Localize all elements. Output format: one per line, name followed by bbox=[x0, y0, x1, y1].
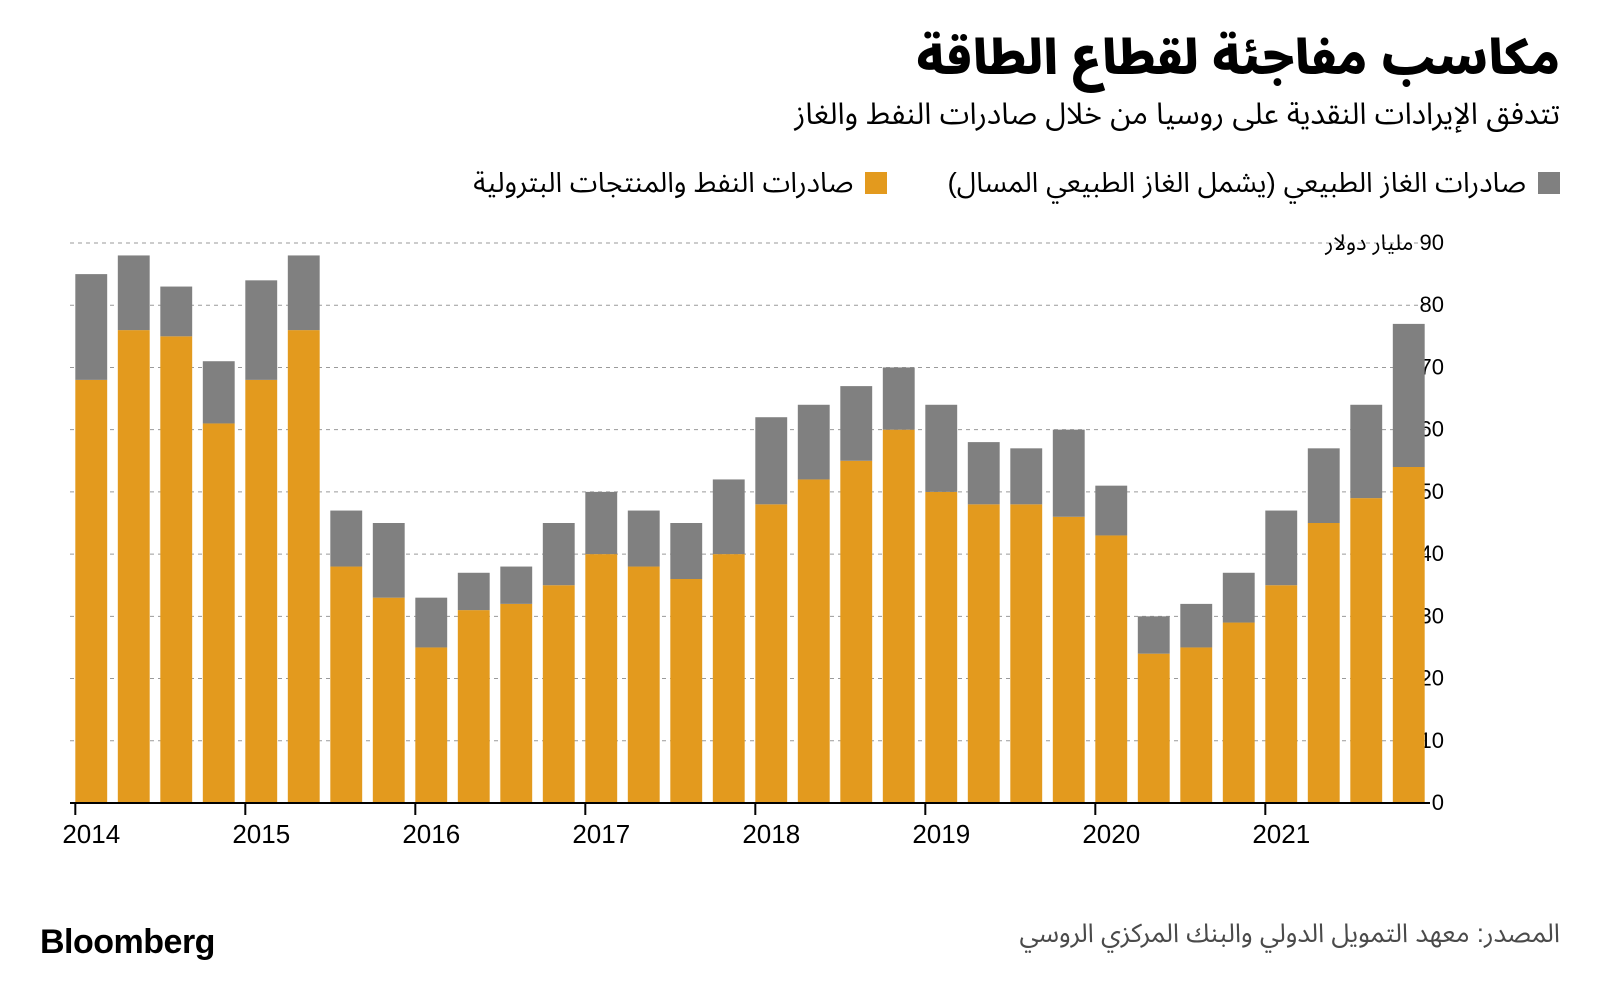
bar-gas bbox=[415, 597, 447, 647]
bar-gas bbox=[925, 404, 957, 491]
bar-oil bbox=[755, 504, 787, 803]
bar-gas bbox=[543, 523, 575, 585]
bar-gas bbox=[670, 523, 702, 579]
bar-gas bbox=[585, 491, 617, 553]
bar-gas bbox=[160, 286, 192, 336]
bar-gas bbox=[1393, 323, 1425, 466]
bar-oil bbox=[75, 379, 107, 802]
bar-oil bbox=[585, 554, 617, 803]
bar-oil bbox=[1223, 622, 1255, 802]
x-axis-year-label: 2015 bbox=[232, 819, 290, 849]
x-axis-year-label: 2016 bbox=[402, 819, 460, 849]
x-axis-year-label: 2014 bbox=[62, 819, 120, 849]
brand-logo: Bloomberg bbox=[40, 923, 215, 962]
bar-oil bbox=[968, 504, 1000, 803]
bar-gas bbox=[1308, 448, 1340, 523]
chart-area: 0102030405060708090 مليار دولار201420152… bbox=[40, 233, 1560, 853]
svg-text:80: 80 bbox=[1420, 292, 1444, 317]
bar-oil bbox=[713, 554, 745, 803]
legend: صادرات الغاز الطبيعي (يشمل الغاز الطبيعي… bbox=[40, 154, 1560, 213]
bar-gas bbox=[968, 442, 1000, 504]
bar-oil bbox=[670, 579, 702, 803]
bar-gas bbox=[840, 386, 872, 461]
bar-gas bbox=[1010, 448, 1042, 504]
bar-gas bbox=[798, 404, 830, 479]
bar-oil bbox=[1138, 653, 1170, 802]
bar-gas bbox=[203, 361, 235, 423]
legend-label-gas: صادرات الغاز الطبيعي (يشمل الغاز الطبيعي… bbox=[947, 154, 1526, 213]
bar-gas bbox=[75, 274, 107, 380]
bar-gas bbox=[373, 523, 405, 598]
bar-gas bbox=[1350, 404, 1382, 497]
bar-gas bbox=[245, 280, 277, 380]
source-text: المصدر: معهد التمويل الدولي والبنك المرك… bbox=[1019, 907, 1560, 962]
svg-text:0: 0 bbox=[1432, 790, 1444, 815]
bar-gas bbox=[883, 367, 915, 429]
bar-gas bbox=[458, 572, 490, 609]
bar-gas bbox=[500, 566, 532, 603]
x-axis-year-label: 2017 bbox=[572, 819, 630, 849]
bar-gas bbox=[628, 510, 660, 566]
stacked-bar-chart: 0102030405060708090 مليار دولار201420152… bbox=[40, 233, 1560, 853]
bar-oil bbox=[1095, 535, 1127, 803]
bar-oil bbox=[883, 429, 915, 802]
bar-oil bbox=[925, 491, 957, 802]
bar-oil bbox=[458, 610, 490, 803]
bar-oil bbox=[288, 330, 320, 803]
bar-oil bbox=[1010, 504, 1042, 803]
bar-gas bbox=[755, 417, 787, 504]
bar-gas bbox=[1223, 572, 1255, 622]
bar-gas bbox=[1138, 616, 1170, 653]
bar-oil bbox=[500, 603, 532, 802]
bar-gas bbox=[713, 479, 745, 554]
x-axis-year-label: 2019 bbox=[912, 819, 970, 849]
bar-oil bbox=[245, 379, 277, 802]
svg-text:90 مليار دولار: 90 مليار دولار bbox=[1324, 233, 1444, 256]
bar-oil bbox=[415, 647, 447, 803]
legend-item-gas: صادرات الغاز الطبيعي (يشمل الغاز الطبيعي… bbox=[947, 154, 1560, 213]
bar-oil bbox=[543, 585, 575, 803]
bar-oil bbox=[1265, 585, 1297, 803]
bar-oil bbox=[1180, 647, 1212, 803]
bar-gas bbox=[1095, 485, 1127, 535]
x-axis-year-label: 2021 bbox=[1252, 819, 1310, 849]
bar-oil bbox=[628, 566, 660, 802]
bar-oil bbox=[840, 460, 872, 802]
chart-subtitle: تتدفق الإيرادات النقدية على روسيا من خلا… bbox=[40, 94, 1560, 136]
bar-oil bbox=[160, 336, 192, 803]
x-axis-year-label: 2020 bbox=[1082, 819, 1140, 849]
bar-oil bbox=[118, 330, 150, 803]
bar-gas bbox=[330, 510, 362, 566]
legend-swatch-oil bbox=[865, 172, 887, 194]
bar-gas bbox=[288, 255, 320, 330]
bar-oil bbox=[1053, 516, 1085, 802]
x-axis-year-label: 2018 bbox=[742, 819, 800, 849]
bar-oil bbox=[1393, 467, 1425, 803]
legend-item-oil: صادرات النفط والمنتجات البترولية bbox=[473, 154, 887, 213]
bar-gas bbox=[1180, 603, 1212, 647]
legend-label-oil: صادرات النفط والمنتجات البترولية bbox=[473, 154, 853, 213]
bar-oil bbox=[1350, 498, 1382, 803]
legend-swatch-gas bbox=[1538, 172, 1560, 194]
bar-oil bbox=[203, 423, 235, 803]
chart-title: مكاسب مفاجئة لقطاع الطاقة bbox=[40, 30, 1560, 88]
bar-oil bbox=[373, 597, 405, 802]
bar-oil bbox=[1308, 523, 1340, 803]
bar-gas bbox=[118, 255, 150, 330]
bar-oil bbox=[330, 566, 362, 802]
bar-gas bbox=[1265, 510, 1297, 585]
bar-gas bbox=[1053, 429, 1085, 516]
bar-oil bbox=[798, 479, 830, 803]
